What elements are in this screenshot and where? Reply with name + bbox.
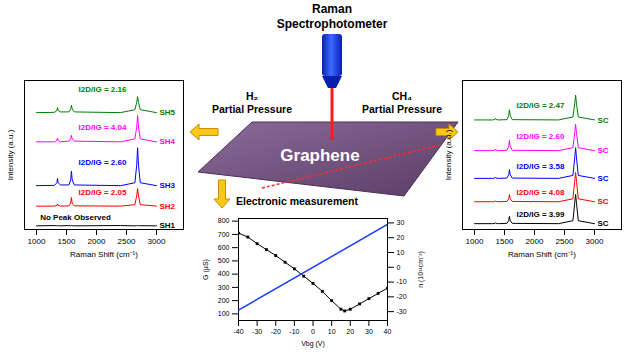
svg-text:1500: 1500 bbox=[496, 237, 514, 246]
svg-text:I2D/IG = 2.05: I2D/IG = 2.05 bbox=[79, 188, 127, 197]
svg-text:H₂Partial Pressure: H₂Partial Pressure bbox=[212, 90, 292, 115]
svg-text:SC: SC bbox=[598, 174, 609, 183]
svg-text:Raman Shift (cm⁻¹): Raman Shift (cm⁻¹) bbox=[70, 250, 138, 259]
svg-text:SH1: SH1 bbox=[160, 221, 176, 230]
svg-text:20: 20 bbox=[346, 328, 354, 335]
svg-text:SC: SC bbox=[598, 146, 609, 155]
svg-text:2000: 2000 bbox=[88, 237, 106, 246]
svg-text:SC: SC bbox=[598, 219, 609, 228]
svg-text:I2D/IG = 2.47: I2D/IG = 2.47 bbox=[517, 101, 565, 110]
svg-text:I2D/IG = 3.99: I2D/IG = 3.99 bbox=[517, 210, 565, 219]
svg-text:No Peak Observed: No Peak Observed bbox=[40, 213, 111, 222]
svg-text:SC: SC bbox=[598, 116, 609, 125]
svg-text:-10: -10 bbox=[397, 278, 407, 285]
svg-text:SH5: SH5 bbox=[160, 108, 176, 117]
svg-text:1500: 1500 bbox=[58, 237, 76, 246]
svg-text:SH2: SH2 bbox=[160, 202, 176, 211]
svg-text:40: 40 bbox=[384, 328, 392, 335]
svg-text:2000: 2000 bbox=[526, 237, 544, 246]
svg-text:3000: 3000 bbox=[586, 237, 604, 246]
svg-text:-10: -10 bbox=[289, 328, 299, 335]
svg-text:CH₄Partial Pressure: CH₄Partial Pressure bbox=[362, 90, 442, 115]
svg-text:-20: -20 bbox=[271, 328, 281, 335]
html-text:Intensity (a.u.): Intensity (a.u.) bbox=[5, 129, 15, 180]
svg-text:1000: 1000 bbox=[28, 237, 46, 246]
svg-text:700: 700 bbox=[218, 231, 230, 238]
svg-text:-30: -30 bbox=[252, 328, 262, 335]
svg-text:G (μS): G (μS) bbox=[202, 259, 210, 280]
svg-text:I2D/IG = 3.58: I2D/IG = 3.58 bbox=[517, 162, 565, 171]
svg-text:SH4: SH4 bbox=[160, 137, 176, 146]
svg-text:RamanSpectrophotometer: RamanSpectrophotometer bbox=[277, 2, 388, 31]
svg-text:20: 20 bbox=[397, 234, 405, 241]
svg-text:SH3: SH3 bbox=[160, 181, 176, 190]
svg-text:0: 0 bbox=[311, 328, 315, 335]
svg-text:400: 400 bbox=[218, 270, 230, 277]
svg-text:I2D/IG = 2.60: I2D/IG = 2.60 bbox=[517, 132, 565, 141]
svg-text:Electronic measurement: Electronic measurement bbox=[236, 195, 358, 207]
svg-text:0: 0 bbox=[397, 264, 401, 271]
svg-text:Raman Shift (cm⁻¹): Raman Shift (cm⁻¹) bbox=[508, 250, 576, 259]
svg-text:Graphene: Graphene bbox=[280, 146, 359, 165]
svg-text:600: 600 bbox=[218, 244, 230, 251]
svg-text:1000: 1000 bbox=[466, 237, 484, 246]
svg-text:10: 10 bbox=[328, 328, 336, 335]
svg-text:2500: 2500 bbox=[556, 237, 574, 246]
svg-text:30: 30 bbox=[365, 328, 373, 335]
svg-text:3000: 3000 bbox=[148, 237, 166, 246]
svg-text:I2D/IG = 4.04: I2D/IG = 4.04 bbox=[79, 123, 127, 132]
svg-text:I2D/IG = 2.60: I2D/IG = 2.60 bbox=[79, 158, 127, 167]
svg-text:I2D/IG = 2.16: I2D/IG = 2.16 bbox=[79, 85, 127, 94]
svg-text:300: 300 bbox=[218, 284, 230, 291]
svg-text:30: 30 bbox=[397, 219, 405, 226]
svg-text:-30: -30 bbox=[397, 308, 407, 315]
svg-text:I2D/IG = 4.08: I2D/IG = 4.08 bbox=[517, 188, 565, 197]
svg-text:SC: SC bbox=[598, 197, 609, 206]
svg-text:100: 100 bbox=[218, 310, 230, 317]
svg-text:800: 800 bbox=[218, 217, 230, 224]
svg-text:-20: -20 bbox=[397, 293, 407, 300]
svg-text:n (10¹¹cm⁻²): n (10¹¹cm⁻²) bbox=[417, 251, 425, 288]
svg-text:10: 10 bbox=[397, 249, 405, 256]
svg-text:200: 200 bbox=[218, 297, 230, 304]
svg-text:2500: 2500 bbox=[118, 237, 136, 246]
svg-text:-40: -40 bbox=[233, 328, 243, 335]
svg-text:Vbg (V): Vbg (V) bbox=[301, 340, 325, 348]
svg-text:500: 500 bbox=[218, 257, 230, 264]
html-text:Intensity (a.u.): Intensity (a.u.) bbox=[443, 129, 453, 180]
